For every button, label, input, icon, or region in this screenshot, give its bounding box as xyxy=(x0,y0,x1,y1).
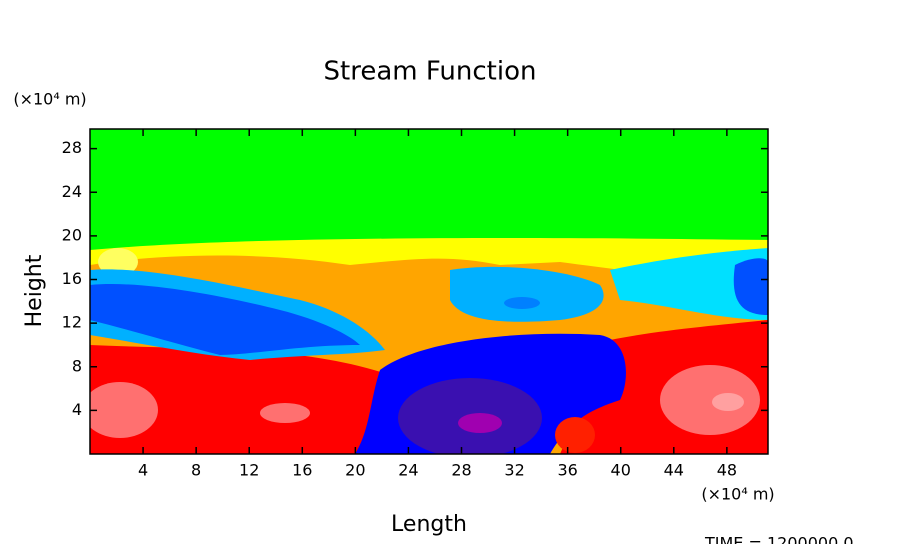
plot-frame xyxy=(89,128,769,455)
x-tick-label: 12 xyxy=(239,461,259,480)
x-tick-label: 16 xyxy=(292,461,312,480)
contour-field xyxy=(90,129,768,454)
x-tick-label: 4 xyxy=(138,461,148,480)
y-axis-label: Height xyxy=(22,254,47,327)
x-tick-label: 32 xyxy=(504,461,524,480)
y-tick-label: 28 xyxy=(62,138,82,157)
x-axis-label: Length xyxy=(391,512,467,537)
x-tick-label: 24 xyxy=(398,461,418,480)
y-tick-label: 12 xyxy=(62,313,82,332)
y-tick-label: 24 xyxy=(62,182,82,201)
y-unit: (×10⁴ m) xyxy=(13,90,86,109)
x-tick-label: 8 xyxy=(191,461,201,480)
x-tick-label: 44 xyxy=(664,461,684,480)
y-tick-label: 4 xyxy=(72,400,82,419)
x-tick-label: 20 xyxy=(345,461,365,480)
chart-title: Stream Function xyxy=(324,57,537,87)
y-tick-label: 8 xyxy=(72,356,82,375)
x-tick-label: 40 xyxy=(611,461,631,480)
y-tick-label: 20 xyxy=(62,225,82,244)
x-tick-label: 36 xyxy=(557,461,577,480)
annotation: TIME = 1200000.0 xyxy=(704,534,854,544)
x-tick-label: 48 xyxy=(717,461,737,480)
x-tick-label: 28 xyxy=(451,461,471,480)
y-tick-label: 16 xyxy=(62,269,82,288)
x-unit: (×10⁴ m) xyxy=(701,485,774,504)
